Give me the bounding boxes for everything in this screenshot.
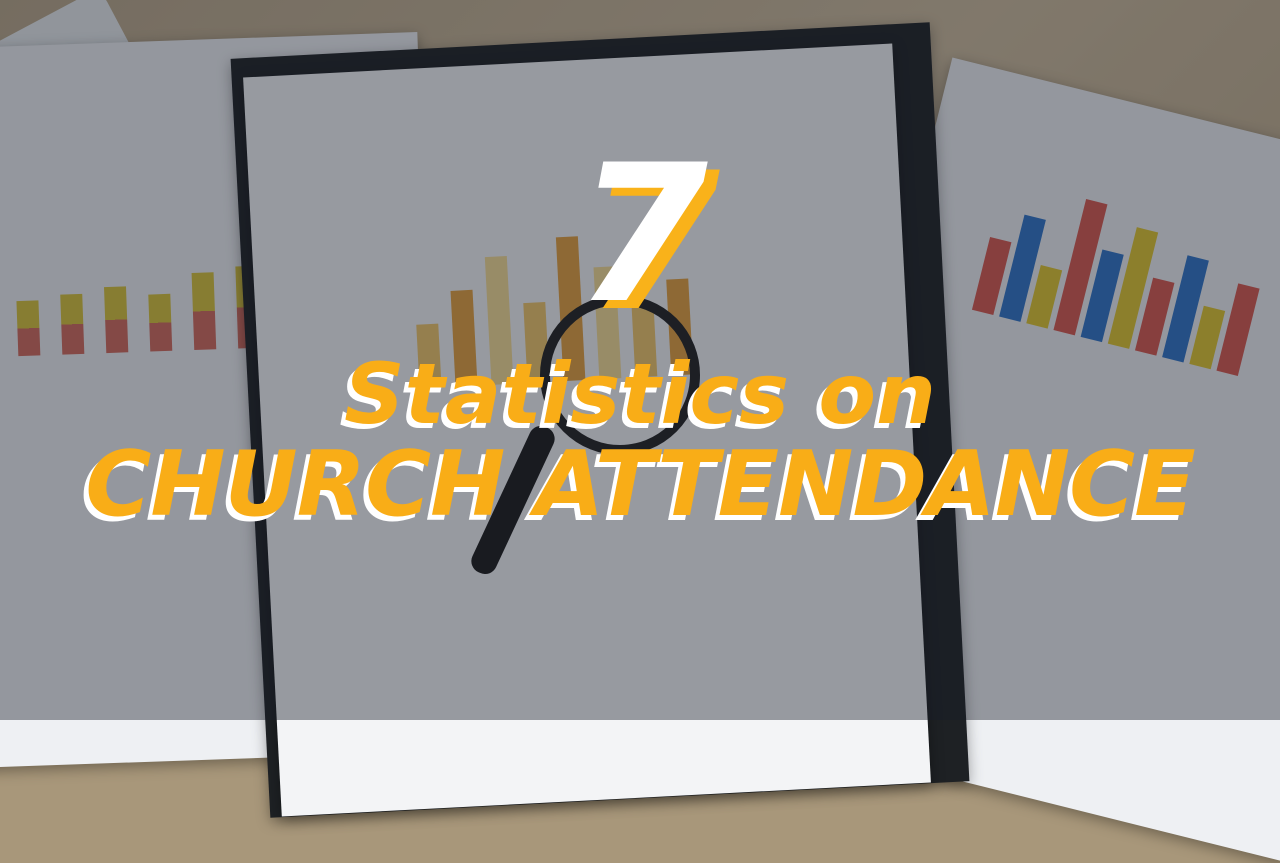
title-line-1: Statistics on (344, 345, 936, 443)
title-number: 7 (575, 124, 708, 345)
magnifier-image (540, 295, 700, 455)
dark-overlay (0, 0, 1280, 720)
title-line-2: CHURCH ATTENDANCE (85, 432, 1195, 537)
